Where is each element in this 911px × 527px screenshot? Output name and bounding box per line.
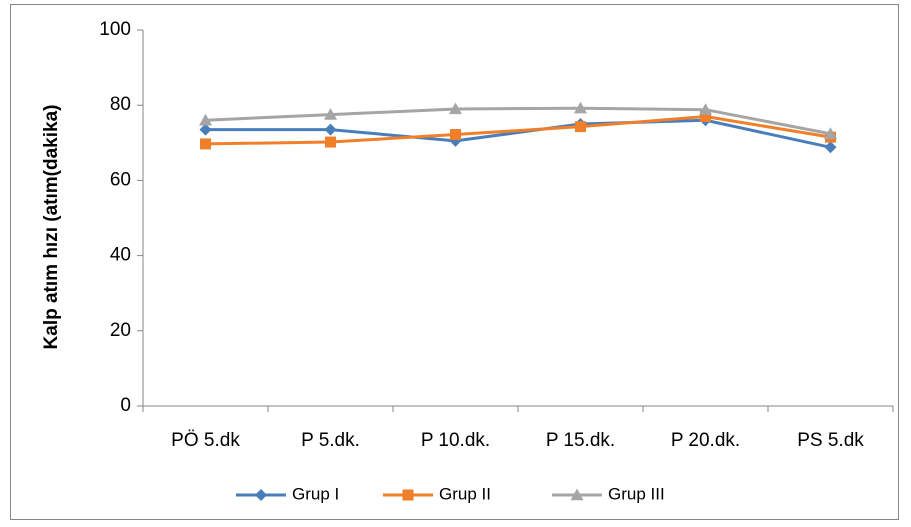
- series-line: [205, 118, 831, 149]
- x-tick-label: P 20.dk.: [671, 430, 740, 451]
- legend-label: Grup I: [292, 484, 339, 503]
- x-tick-label: P 10.dk.: [421, 430, 490, 451]
- y-tick-label: 40: [110, 245, 131, 266]
- axes: 0 20 40 60 80 100 PÖ 5.dk P 5.dk. P 10.dk. P 15.d…: [99, 19, 894, 451]
- y-tick-label: 20: [110, 320, 131, 341]
- y-tick-label: 100: [99, 19, 131, 40]
- series-1: [199, 114, 837, 154]
- data-point-marker: [699, 103, 712, 115]
- y-tick-label: 80: [110, 94, 131, 115]
- data-point-marker: [449, 102, 462, 115]
- data-point-marker: [824, 141, 837, 154]
- data-point-marker: [324, 108, 337, 120]
- x-tick-label: PÖ 5.dk: [171, 430, 240, 451]
- data-point-marker: [199, 113, 212, 126]
- series-line: [205, 106, 831, 136]
- data-point-marker: [200, 138, 211, 150]
- data-point-marker: [450, 129, 461, 141]
- y-tick-label: 0: [120, 395, 131, 416]
- legend-item: Grup I: [236, 484, 339, 503]
- legend-label: Grup II: [439, 484, 491, 503]
- data-point-marker: [199, 123, 212, 136]
- series-3: [199, 101, 837, 139]
- series-line: [205, 114, 831, 146]
- data-point-marker: [575, 121, 586, 133]
- series-layer: [199, 101, 837, 154]
- x-tick-label: P 15.dk.: [546, 430, 615, 451]
- data-point-marker: [824, 127, 837, 139]
- legend-item: Grup II: [383, 484, 491, 503]
- legend-label: Grup III: [608, 484, 665, 503]
- legend-marker: [402, 489, 414, 501]
- y-axis-label: Kalp atım hızı (atım(dakika): [41, 105, 62, 350]
- legend-item: Grup III: [552, 484, 665, 503]
- data-point-marker: [325, 136, 336, 148]
- data-point-marker: [324, 123, 337, 136]
- legend-marker: [255, 489, 267, 501]
- data-point-marker: [700, 110, 711, 122]
- data-point-marker: [574, 101, 587, 114]
- legend-marker: [570, 488, 584, 501]
- x-tick-label: P 5.dk.: [301, 430, 360, 451]
- legend: Grup I Grup II Grup III: [236, 484, 665, 503]
- y-tick-label: 60: [110, 169, 131, 190]
- chart-frame: [10, 4, 899, 520]
- x-tick-label: PS 5.dk: [797, 430, 864, 451]
